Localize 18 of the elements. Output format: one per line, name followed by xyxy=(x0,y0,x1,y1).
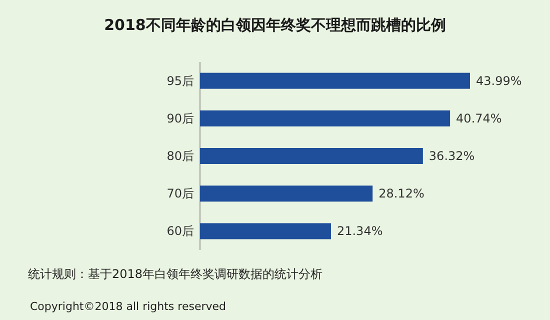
bar xyxy=(200,223,331,240)
text: 统计规则：基于2018年白领年终奖调研数据的统计分析 xyxy=(28,267,323,281)
y-tick-label: 70后 xyxy=(166,186,194,201)
data-label: 28.12% xyxy=(378,186,424,201)
bar xyxy=(200,72,470,89)
data-label: 43.99% xyxy=(476,74,522,88)
y-tick-label: 80后 xyxy=(166,149,194,163)
text: Copyright©2018 all rights reserved xyxy=(30,300,226,313)
chart-title: 2018不同年龄的白领因年终奖不理想而跳槽的比例 xyxy=(104,16,446,34)
y-tick-label: 90后 xyxy=(166,111,194,126)
data-label: 40.74% xyxy=(456,111,502,126)
data-label: 21.34% xyxy=(336,224,383,238)
bar xyxy=(200,186,373,202)
data-label: 36.32% xyxy=(428,149,475,163)
y-tick-label: 95后 xyxy=(166,74,194,88)
bar xyxy=(200,148,423,164)
y-tick-label: 60后 xyxy=(166,224,194,238)
bar xyxy=(200,110,450,126)
